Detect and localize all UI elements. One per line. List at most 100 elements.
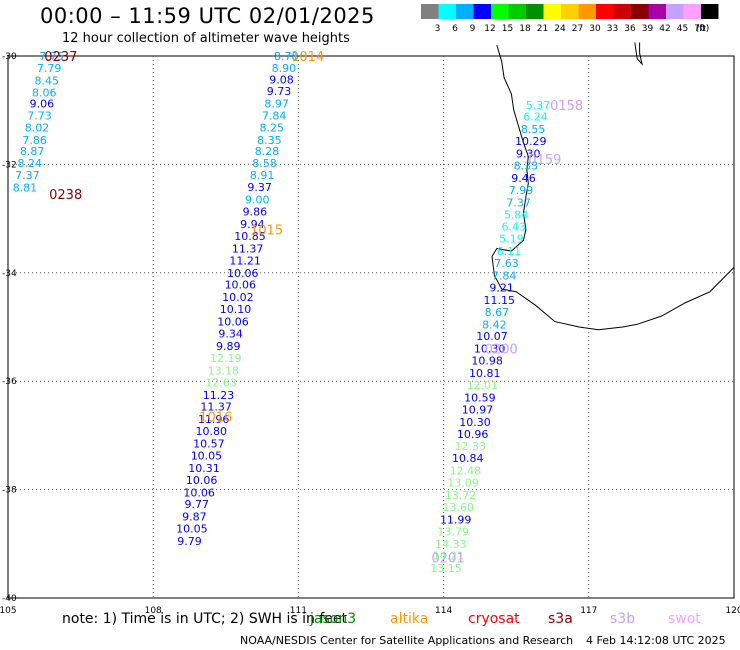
wave-height-value: 10.10 [220,303,252,316]
swatch-label: 3 [435,24,441,34]
wave-height-value: 11.37 [232,242,264,255]
color-swatch [578,4,596,19]
wave-height-value: 8.42 [482,318,507,331]
color-swatch [666,4,684,19]
wave-height-value: 10.59 [464,391,496,404]
island-outline [634,42,643,66]
lon-tick-label: 105 [0,606,17,616]
wave-height-value: 9.77 [185,498,210,511]
wave-height-value: 9.79 [177,535,202,548]
wave-height-value: 9.73 [267,85,292,98]
wave-height-value: 8.06 [32,86,57,99]
wave-height-value: 14.33 [435,538,467,551]
wave-height-value: 7.99 [509,184,534,197]
wave-height-value: 14.21 [433,550,465,563]
wave-height-value: 9.21 [489,281,514,294]
wave-height-value: 13.79 [438,525,470,538]
lon-tick-label: 117 [580,606,597,616]
wave-height-value: 7.84 [262,110,287,123]
satellite-label-jason3: jason3 [310,611,357,627]
lon-tick-label: 108 [145,606,162,616]
color-swatch [456,4,474,19]
satellite-label-cryosat: cryosat [468,611,520,627]
swatch-label: 18 [519,24,531,34]
wave-height-value: 8.35 [257,134,282,147]
lon-tick-label: 111 [290,606,307,616]
lat-tick-label: -34 [2,269,17,279]
pass-time-label: 1014 [291,50,324,65]
wave-height-value: 10.96 [457,428,489,441]
satellite-label-s3b: s3b [610,611,636,627]
wave-height-value: 11.21 [229,254,261,267]
wave-height-value: 11.15 [484,294,516,307]
color-scale-legend: 3 6 9 12 15 18 21 24 27 30 33 36 39 42 45 70(ft) [421,4,719,34]
wave-height-value: 12.63 [205,376,237,389]
map-subtitle: 12 hour collection of altimeter wave hei… [62,31,350,46]
swatch-label: 27 [572,24,583,34]
lat-tick-label: -30 [2,52,17,62]
wave-height-value: 12.01 [467,379,499,392]
coastline [491,45,735,331]
wave-height-value: 13.72 [445,489,477,502]
wave-height-value: 10.06 [217,316,249,329]
wave-height-value: 5.37 [526,99,551,112]
wave-height-value: 8.81 [13,182,38,195]
wave-height-value: 7.37 [15,169,40,182]
wave-height-value: 13.60 [442,501,474,514]
map-frame [7,55,735,599]
wave-height-value: 7.37 [506,196,531,209]
pass-time-label: 0159 [528,153,561,168]
color-swatch [473,4,491,19]
wave-height-value: 7.86 [22,134,47,147]
color-swatch [683,4,701,19]
swatch-label: 24 [554,24,566,34]
wave-height-value: 11.37 [200,401,232,414]
pass-time-label: 1016 [199,410,232,425]
pass-time-label: 0238 [49,188,82,203]
lat-tick-label: -38 [2,486,17,496]
swatch-label: 30 [589,24,601,34]
wave-height-value: 8.90 [272,62,297,75]
swatch-label: 36 [624,24,636,34]
swatch-label: 15 [502,24,513,34]
color-swatch [596,4,614,19]
wave-height-value: 6.43 [502,221,527,234]
wave-height-value: 10.80 [196,425,228,438]
wave-height-value: 10.85 [234,230,266,243]
wave-height-value: 8.25 [260,122,285,135]
lon-tick-label: 120 [725,606,740,616]
wave-height-value: 10.06 [225,279,257,292]
pass-time-label: 1015 [250,223,283,238]
wave-height-value: 11.23 [203,389,235,402]
wave-height-value: 10.30 [459,416,491,429]
color-swatch [561,4,579,19]
wave-height-value: 10.06 [186,474,218,487]
wave-height-value: 8.24 [18,157,43,170]
wave-height-value: 8.67 [485,306,510,319]
lon-tick-label: 114 [435,606,452,616]
color-swatch [421,4,439,19]
wave-height-value: 8.55 [521,123,546,136]
wave-height-value: 8.45 [34,74,59,87]
satellite-legend: jason3 altika cryosat s3a s3b swot [0,611,740,631]
wave-height-value: 10.06 [183,486,215,499]
wave-height-value: 7.75 [39,50,64,63]
wave-height-value: 8.78 [274,50,299,63]
wave-height-value: 10.05 [191,449,223,462]
wave-height-value: 11.96 [198,413,230,426]
wave-height-value: 10.97 [462,403,494,416]
wave-height-value: 9.30 [516,148,541,161]
wave-height-value: 9.87 [182,511,207,524]
satellite-label-altika: altika [390,611,429,627]
unit-label: (ft) [696,24,710,34]
wave-height-value: 5.19 [499,233,524,246]
wave-height-value: 10.84 [452,452,484,465]
generated-timestamp: 4 Feb 14:12:08 UTC 2025 [586,634,726,647]
wave-height-value: 8.58 [252,157,277,170]
color-swatch [701,4,719,19]
satellite-label-swot: swot [668,611,701,627]
wave-height-value: 10.30 [474,343,506,356]
map-title: 00:00 – 11:59 UTC 02/01/2025 [40,4,375,28]
wave-height-value: 7.79 [37,62,62,75]
